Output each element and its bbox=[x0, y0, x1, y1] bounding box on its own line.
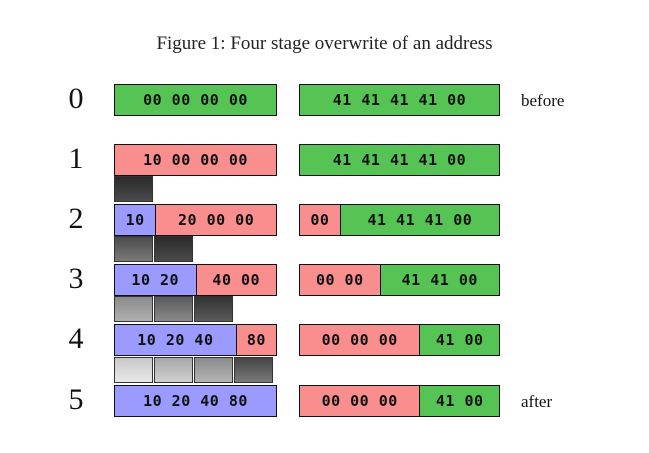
left-memory-box: 10 20 40 80 bbox=[114, 324, 277, 356]
stack-shade-block bbox=[154, 236, 193, 262]
right-memory-box: 00 00 00 41 00 bbox=[299, 324, 500, 356]
left-memory-box: 10 20 40 80 bbox=[114, 385, 277, 417]
row-number: 1 bbox=[68, 142, 84, 175]
left-byte-segment: 10 00 00 00 bbox=[115, 145, 276, 175]
left-byte-segment: 20 00 00 bbox=[155, 205, 276, 235]
row-side-label: before bbox=[521, 91, 565, 110]
left-memory-box: 10 20 00 00 bbox=[114, 204, 277, 236]
left-memory-box: 10 00 00 00 bbox=[114, 144, 277, 176]
stack-shade-block bbox=[114, 296, 153, 322]
right-byte-segment: 41 41 41 41 00 bbox=[300, 145, 499, 175]
left-byte-segment: 10 bbox=[115, 205, 156, 235]
right-byte-segment: 00 00 00 bbox=[300, 325, 420, 355]
stack-shade-block bbox=[154, 357, 193, 383]
stack-shade-block bbox=[234, 357, 273, 383]
stack-shade-block bbox=[154, 296, 193, 322]
row-number: 5 bbox=[68, 383, 84, 416]
row-number: 3 bbox=[68, 262, 84, 295]
right-byte-segment: 41 00 bbox=[419, 386, 499, 416]
left-byte-segment: 00 00 00 00 bbox=[115, 85, 276, 115]
stack-shade-block bbox=[114, 357, 153, 383]
right-memory-box: 41 41 41 41 00 bbox=[299, 84, 500, 116]
right-byte-segment: 41 41 00 bbox=[379, 265, 499, 295]
stack-shade-block bbox=[114, 236, 153, 262]
right-byte-segment: 00 bbox=[300, 205, 340, 235]
right-byte-segment: 41 41 41 00 bbox=[339, 205, 499, 235]
left-byte-segment: 10 20 40 80 bbox=[115, 386, 276, 416]
row-number: 4 bbox=[68, 322, 84, 355]
right-memory-box: 00 41 41 41 00 bbox=[299, 204, 500, 236]
left-memory-box: 10 20 40 00 bbox=[114, 264, 277, 296]
row-number: 0 bbox=[68, 82, 84, 115]
right-memory-box: 41 41 41 41 00 bbox=[299, 144, 500, 176]
figure-caption: Figure 1: Four stage overwrite of an add… bbox=[156, 33, 493, 54]
stack-shade-block bbox=[114, 176, 153, 202]
row-side-label: after bbox=[521, 392, 553, 411]
left-byte-segment: 80 bbox=[235, 325, 276, 355]
right-memory-box: 00 00 00 41 00 bbox=[299, 385, 500, 417]
right-byte-segment: 00 00 00 bbox=[300, 386, 420, 416]
left-byte-segment: 10 20 bbox=[115, 265, 196, 295]
row-number: 2 bbox=[68, 202, 84, 235]
stack-shade-block bbox=[194, 357, 233, 383]
right-byte-segment: 41 41 41 41 00 bbox=[300, 85, 499, 115]
left-byte-segment: 40 00 bbox=[195, 265, 276, 295]
right-byte-segment: 41 00 bbox=[419, 325, 499, 355]
right-byte-segment: 00 00 bbox=[300, 265, 380, 295]
stack-shade-block bbox=[194, 296, 233, 322]
right-memory-box: 00 00 41 41 00 bbox=[299, 264, 500, 296]
left-memory-box: 00 00 00 00 bbox=[114, 84, 277, 116]
left-byte-segment: 10 20 40 bbox=[115, 325, 236, 355]
